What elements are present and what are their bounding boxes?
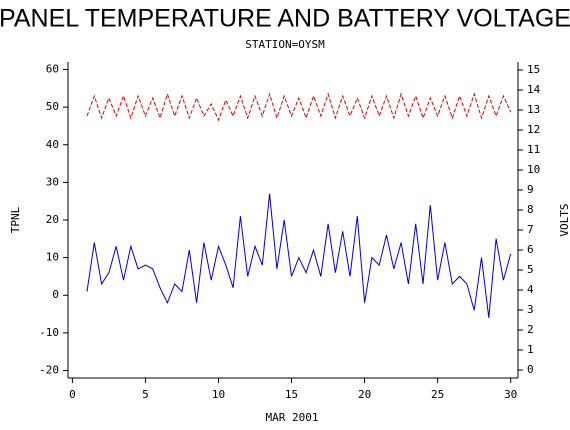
x-tick-label: 0 (69, 388, 76, 401)
axes (67, 62, 519, 379)
y-axis-label: TPNL (9, 206, 22, 233)
x-tick-label: 5 (142, 388, 149, 401)
y2-tick-label: 14 (527, 83, 541, 96)
y-tick-label: -20 (39, 363, 59, 376)
x-axis-label: MAR 2001 (266, 411, 319, 424)
x-tick-label: 20 (358, 388, 371, 401)
y-tick-label: 20 (46, 213, 59, 226)
chart-subtitle: STATION=OYSM (245, 38, 325, 51)
y2-tick-label: 7 (527, 223, 534, 236)
y-tick-label: 40 (46, 138, 59, 151)
x-tick-label: 25 (431, 388, 444, 401)
y2-tick-label: 4 (527, 283, 534, 296)
y2-tick-label: 3 (527, 303, 534, 316)
x-tick-label: 10 (212, 388, 225, 401)
y2-tick-label: 2 (527, 323, 534, 336)
series-line (86, 193, 512, 318)
y2-tick-label: 0 (527, 363, 534, 376)
y-tick-label: 30 (46, 175, 59, 188)
y-tick-label: 60 (46, 63, 59, 76)
y-tick-label: -10 (39, 326, 59, 339)
x-tick-label: 30 (504, 388, 517, 401)
y-tick-label: 0 (52, 288, 59, 301)
y2-tick-label: 5 (527, 263, 534, 276)
y2-tick-label: 11 (527, 143, 540, 156)
y2-tick-label: 6 (527, 243, 534, 256)
y2-tick-label: 10 (527, 163, 540, 176)
y2-tick-label: 12 (527, 123, 540, 136)
y2-tick-label: 15 (527, 63, 540, 76)
y2-tick-label: 8 (527, 203, 534, 216)
y2-tick-label: 9 (527, 183, 534, 196)
y2-axis-label: VOLTS (558, 203, 570, 236)
y-tick-label: 10 (46, 251, 59, 264)
chart-title: PANEL TEMPERATURE AND BATTERY VOLTAGE (0, 5, 570, 33)
y2-tick-label: 13 (527, 103, 540, 116)
x-tick-label: 15 (285, 388, 298, 401)
series-line (86, 92, 512, 122)
y2-tick-label: 1 (527, 343, 534, 356)
y-tick-label: 50 (46, 100, 59, 113)
